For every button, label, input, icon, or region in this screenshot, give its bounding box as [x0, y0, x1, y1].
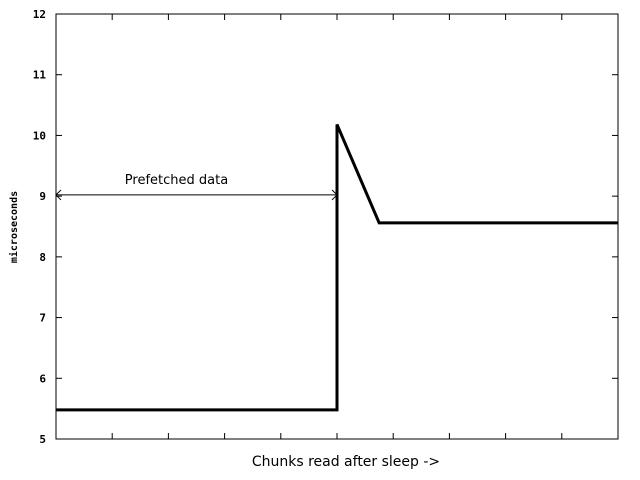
y-tick-label: 9: [39, 190, 46, 203]
series-group: [56, 123, 618, 412]
y-tick-label: 8: [39, 251, 46, 264]
y-tick-label: 12: [33, 8, 46, 21]
annotation-group: Prefetched data: [55, 173, 338, 201]
annotation-arrowhead-right: [331, 189, 338, 201]
y-tick-label: 10: [33, 129, 46, 142]
y-axis-title: microseconds: [8, 191, 20, 263]
y-tick-label: 7: [39, 312, 46, 325]
x-axis-title: Chunks read after sleep ->: [252, 454, 440, 470]
y-tick-label: 6: [39, 372, 46, 385]
series-line: [56, 123, 618, 412]
annotation-arrowhead-left: [55, 189, 62, 201]
x-axis-ticks: [55, 14, 619, 439]
annotation-label: Prefetched data: [125, 173, 228, 188]
y-axis-ticks: 5 6 7 8 9 10 11 12: [33, 8, 618, 446]
y-tick-label: 5: [39, 433, 46, 446]
y-tick-label: 11: [33, 69, 47, 82]
